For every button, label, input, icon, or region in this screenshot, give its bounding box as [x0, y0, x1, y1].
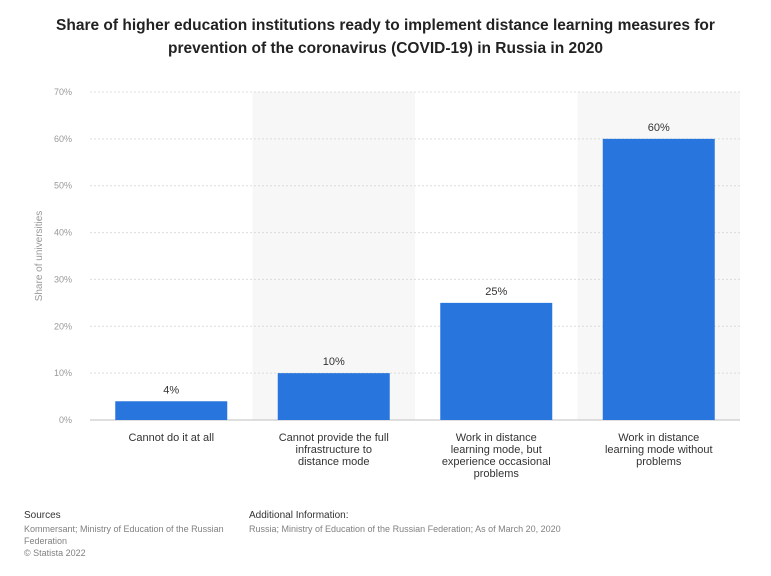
- bar-chart: 0% 10% 20% 30% 40% 50% 60% 70% Share of universi…: [34, 87, 740, 480]
- sources-text: Kommersant; Ministry of Education of the…: [24, 524, 224, 546]
- data-label: 60%: [648, 122, 670, 134]
- y-tick-label: 10%: [54, 368, 72, 378]
- bar: [277, 373, 390, 420]
- y-axis-label: Share of universities: [34, 211, 45, 302]
- x-tick-label: Cannot do it at all: [128, 432, 214, 444]
- data-label: 25%: [485, 286, 507, 298]
- y-tick-label: 30%: [54, 274, 72, 284]
- sources-block: Sources Kommersant; Ministry of Educatio…: [24, 510, 239, 559]
- bar: [602, 138, 715, 420]
- y-tick-label: 50%: [54, 181, 72, 191]
- sources-heading: Sources: [24, 510, 61, 521]
- data-label: 10%: [323, 356, 345, 368]
- x-tick-label: Work in distance learning mode without pro…: [605, 432, 713, 468]
- y-tick-label: 70%: [54, 87, 72, 97]
- additional-info-heading: Additional Information:: [249, 510, 349, 521]
- additional-info-text: Russia; Ministry of Education of the Rus…: [249, 524, 561, 534]
- y-tick-label: 60%: [54, 134, 72, 144]
- x-tick-label: Cannot provide the full infrastructure to…: [279, 432, 389, 468]
- bar: [440, 302, 553, 420]
- y-tick-label: 0%: [59, 415, 72, 425]
- bar: [115, 401, 228, 420]
- y-tick-label: 20%: [54, 321, 72, 331]
- data-label: 4%: [163, 384, 179, 396]
- additional-info-block: Additional Information: Russia; Ministry…: [249, 510, 729, 535]
- y-tick-label: 40%: [54, 228, 72, 238]
- x-tick-label: Work in distance learning mode, but experi…: [442, 432, 551, 480]
- chart-title: Share of higher education institutions r…: [56, 17, 715, 57]
- copyright-text: © Statista 2022: [24, 548, 86, 558]
- category-band: [252, 92, 415, 420]
